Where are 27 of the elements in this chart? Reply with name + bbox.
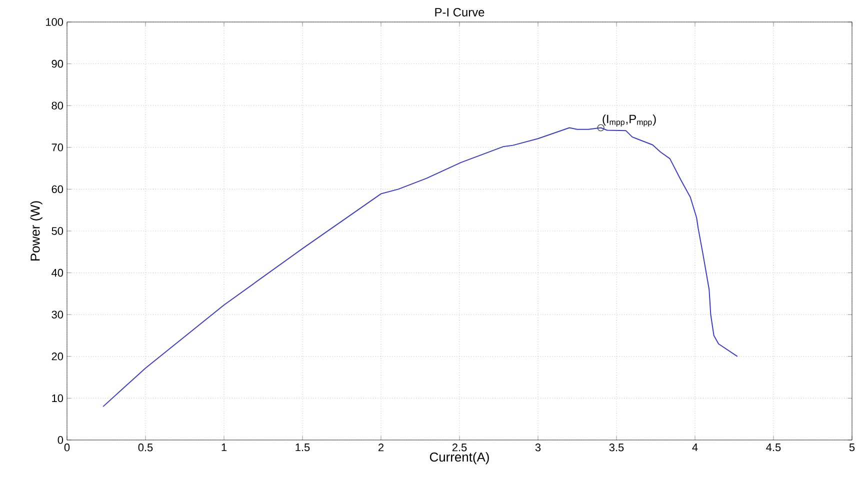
x-tick-label: 4 [692,444,698,452]
y-tick-label: 30 [52,310,64,318]
x-tick-label: 3 [535,444,541,452]
y-tick-label: 100 [46,18,64,26]
x-tick-label: 3.5 [609,444,624,452]
x-tick-label: 1 [222,444,227,452]
y-tick-label: 40 [52,268,64,277]
y-tick-label: 60 [52,185,64,194]
annotation: (I$_{mpp}$,P$_{mpp}$) [602,114,656,127]
x-tick-label: 2 [378,444,384,452]
y-tick-label: 70 [52,144,64,152]
x-tick-label: 2.5 [452,444,467,452]
y-tick-label: 90 [52,60,64,68]
x-tick-label: 0 [64,444,70,452]
x-tick-label: 0.5 [138,444,153,452]
y-axis-title: Power (W) [30,201,42,261]
chart-title: P-I Curve [435,8,484,16]
x-tick-label: 4.5 [766,444,781,452]
y-tick-label: 50 [52,227,64,235]
line-series [102,127,738,408]
y-tick-label: 80 [52,102,64,110]
y-tick-label: 10 [52,394,64,402]
x-axis-title: Current(A) [430,452,489,464]
x-tick-label: 5 [849,444,855,452]
y-tick-label: 20 [52,352,64,360]
x-tick-label: 1.5 [296,444,310,452]
y-tick-label: 0 [58,436,64,444]
